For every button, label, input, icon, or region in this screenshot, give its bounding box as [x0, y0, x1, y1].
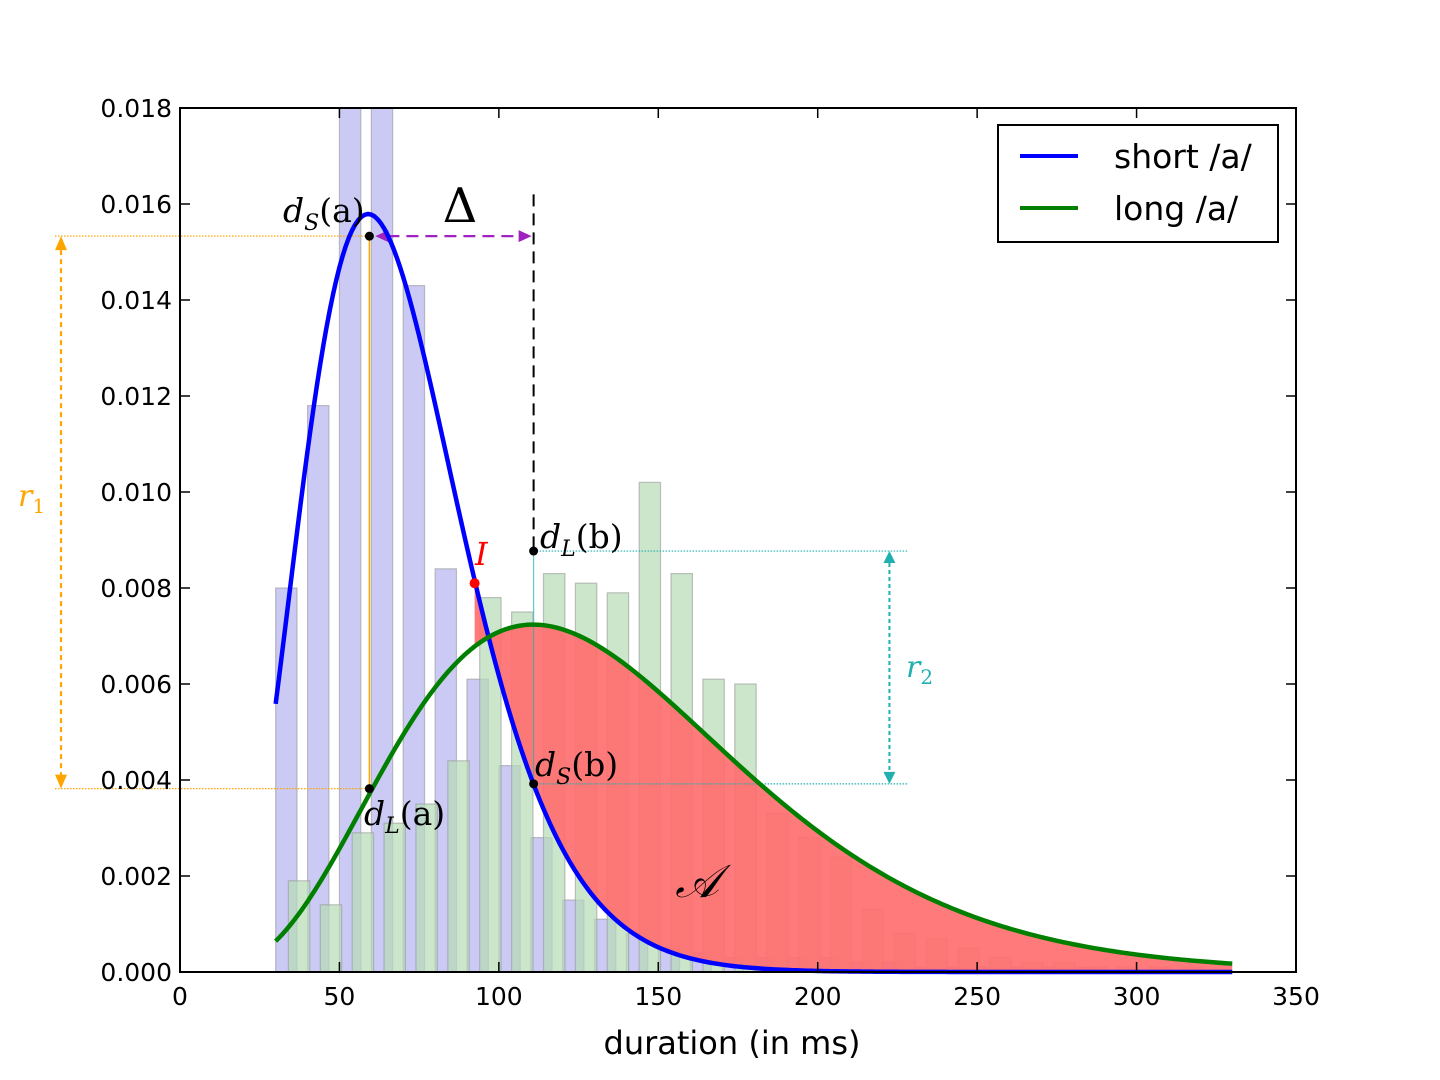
hist-bar-long	[319, 904, 343, 973]
hist-bar-long	[351, 832, 375, 973]
y-tick-label: 0.006	[100, 670, 172, 699]
r1-arrowhead-down	[55, 774, 67, 789]
r1-arrowhead-up	[55, 236, 67, 251]
x-tick-label: 0	[172, 982, 188, 1011]
label-dLa: dL(a)	[364, 794, 445, 839]
x-tick-label: 350	[1272, 982, 1320, 1011]
y-tick-label: 0.002	[100, 862, 172, 891]
y-tick-label: 0.008	[100, 574, 172, 603]
label-r2: r2	[906, 650, 933, 689]
x-tick-label: 150	[634, 982, 682, 1011]
shaded-area	[474, 580, 1233, 972]
x-tick-label: 50	[324, 982, 356, 1011]
point-dsb	[529, 779, 539, 789]
x-tick-label: 100	[475, 982, 523, 1011]
legend-label-long: long /a/	[1114, 189, 1239, 228]
point-dla	[364, 784, 374, 794]
r2-arrowhead-down	[883, 771, 896, 784]
legend: short /a/ long /a/	[997, 124, 1279, 243]
x-axis-label: duration (in ms)	[604, 1024, 861, 1062]
y-tick-label: 0.012	[100, 382, 172, 411]
label-dSb: dS(b)	[535, 745, 618, 790]
x-tick-label: 300	[1113, 982, 1161, 1011]
point-dsa	[364, 231, 374, 241]
marker-points	[364, 231, 539, 794]
y-tick-label: 0.004	[100, 766, 172, 795]
y-tick-label: 0.014	[100, 286, 172, 315]
label-intersection: I	[474, 535, 489, 573]
curve-long	[274, 622, 1233, 966]
hist-bar-long	[447, 760, 470, 973]
hist-bar-long	[383, 822, 407, 973]
x-tick-label: 200	[794, 982, 842, 1011]
y-tick-label: 0.010	[100, 478, 172, 507]
legend-label-short: short /a/	[1114, 137, 1253, 176]
axis-ticks: 0 50 100 150 200 250 300 350 0.000 0.002 0.004 0.00…	[100, 94, 1319, 1011]
y-tick-label: 0.018	[100, 94, 172, 123]
label-r1: r1	[18, 479, 45, 518]
label-dLb: dL(b)	[540, 517, 623, 562]
delta-label: Δ	[443, 178, 478, 234]
y-tick-label: 0.000	[100, 958, 172, 987]
guide-lines	[55, 194, 908, 790]
legend-box	[997, 124, 1279, 243]
shaded-region	[474, 580, 1233, 972]
y-tick-label: 0.016	[100, 190, 172, 219]
x-tick-label: 250	[953, 982, 1001, 1011]
point-dlb	[529, 546, 539, 556]
point-i	[469, 578, 480, 589]
label-dSa: dS(a)	[283, 191, 365, 236]
r2-arrowhead-up	[883, 551, 896, 564]
plot-frame	[179, 107, 1297, 973]
delta-arrowhead-right	[518, 230, 532, 243]
